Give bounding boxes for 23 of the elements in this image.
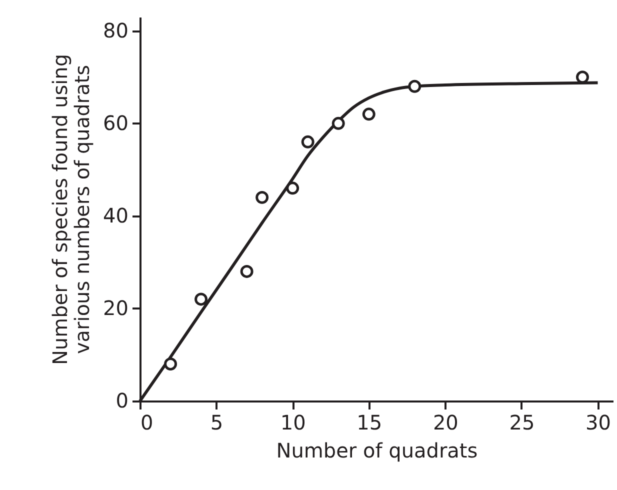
y-tick-label: 0 <box>116 388 128 412</box>
x-tick-label: 15 <box>356 410 382 434</box>
point <box>286 182 300 195</box>
x-tick-label: 5 <box>210 410 224 434</box>
point <box>164 358 178 370</box>
y-tick-label: 40 <box>103 203 128 228</box>
point <box>408 80 422 93</box>
x-tick-label: 30 <box>586 410 611 434</box>
point <box>194 292 208 306</box>
y-axis-title: Number of species found using various numbers of quadrats <box>48 54 94 366</box>
point <box>301 135 314 148</box>
x-tick-label: 20 <box>432 410 458 434</box>
x-tick-label: 0 <box>140 410 154 434</box>
y-tick-label: 80 <box>103 18 128 42</box>
y-tick-label: 20 <box>103 296 128 320</box>
y-tick-label: 60 <box>103 110 128 135</box>
point <box>332 116 345 130</box>
point <box>256 190 269 204</box>
x-axis-title: Number of quadrats <box>276 438 478 462</box>
point <box>240 264 254 278</box>
x-tick-label: 10 <box>280 410 306 434</box>
x-tick-label: 25 <box>509 410 535 434</box>
point <box>362 108 376 121</box>
